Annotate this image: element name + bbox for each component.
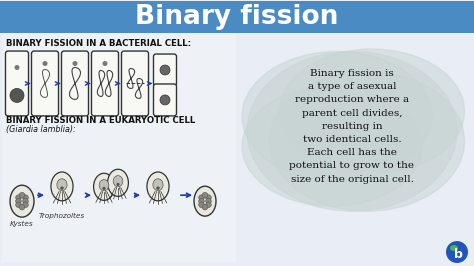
- Circle shape: [102, 61, 108, 66]
- Circle shape: [160, 65, 170, 75]
- Circle shape: [206, 198, 211, 204]
- Circle shape: [16, 195, 21, 200]
- Ellipse shape: [270, 72, 465, 211]
- Text: b: b: [454, 248, 463, 260]
- Ellipse shape: [153, 179, 163, 191]
- FancyBboxPatch shape: [154, 54, 176, 86]
- Ellipse shape: [93, 173, 114, 200]
- FancyBboxPatch shape: [31, 51, 58, 116]
- Circle shape: [199, 198, 204, 204]
- FancyBboxPatch shape: [0, 1, 474, 33]
- Ellipse shape: [113, 176, 123, 187]
- Circle shape: [15, 65, 19, 70]
- Circle shape: [60, 186, 64, 190]
- Circle shape: [206, 202, 211, 207]
- FancyBboxPatch shape: [91, 51, 118, 116]
- Text: BINARY FISSION IN A EUKARYOTIC CELL: BINARY FISSION IN A EUKARYOTIC CELL: [6, 117, 195, 125]
- Circle shape: [16, 202, 21, 207]
- FancyBboxPatch shape: [2, 33, 236, 262]
- Circle shape: [446, 241, 468, 263]
- Text: Trophozoltes: Trophozoltes: [39, 213, 85, 219]
- Text: Binary fission is
a type of asexual
reproduction where a
parent cell divides,
re: Binary fission is a type of asexual repr…: [290, 69, 414, 184]
- Ellipse shape: [147, 172, 169, 201]
- Text: Kystes: Kystes: [10, 221, 34, 227]
- Circle shape: [19, 204, 25, 210]
- Circle shape: [160, 95, 170, 105]
- Circle shape: [10, 89, 24, 102]
- Ellipse shape: [450, 245, 458, 251]
- Circle shape: [23, 195, 28, 200]
- Circle shape: [202, 192, 208, 198]
- Circle shape: [23, 202, 28, 207]
- Ellipse shape: [99, 180, 109, 191]
- Ellipse shape: [194, 186, 216, 216]
- Ellipse shape: [280, 49, 465, 174]
- Circle shape: [23, 198, 28, 204]
- Circle shape: [19, 192, 25, 198]
- Circle shape: [43, 61, 47, 66]
- Circle shape: [156, 186, 160, 190]
- Circle shape: [117, 183, 119, 186]
- Circle shape: [102, 187, 106, 190]
- Ellipse shape: [10, 185, 34, 217]
- Circle shape: [206, 195, 211, 200]
- Circle shape: [199, 195, 204, 200]
- FancyBboxPatch shape: [154, 84, 176, 116]
- Ellipse shape: [108, 169, 128, 196]
- Text: Binary fission: Binary fission: [135, 4, 339, 30]
- FancyBboxPatch shape: [121, 51, 148, 116]
- Circle shape: [73, 61, 78, 66]
- Ellipse shape: [242, 86, 422, 206]
- Text: BINARY FISSION IN A BACTERIAL CELL:: BINARY FISSION IN A BACTERIAL CELL:: [6, 39, 191, 48]
- Circle shape: [202, 204, 208, 210]
- Ellipse shape: [57, 179, 67, 191]
- Text: (Giardia lamblia):: (Giardia lamblia):: [6, 125, 76, 134]
- FancyBboxPatch shape: [62, 51, 89, 116]
- FancyBboxPatch shape: [6, 51, 28, 116]
- Circle shape: [16, 198, 21, 204]
- Ellipse shape: [51, 172, 73, 201]
- Ellipse shape: [247, 52, 457, 211]
- Ellipse shape: [242, 52, 432, 181]
- Circle shape: [199, 202, 204, 207]
